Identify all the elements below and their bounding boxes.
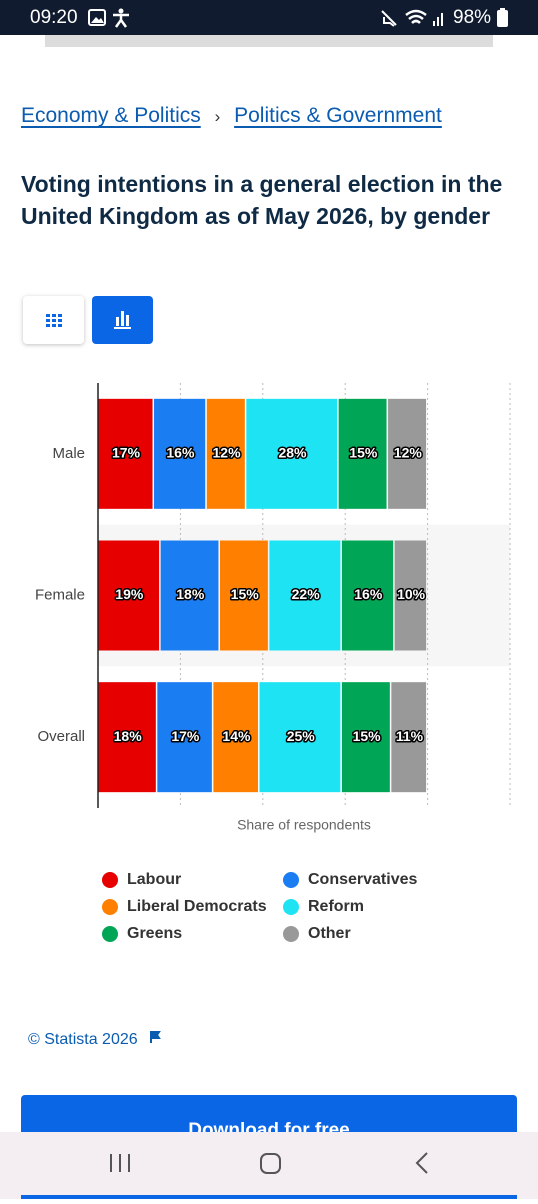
bar-segment [388,398,427,509]
bar-segment [338,398,387,509]
x-axis-label: Share of respondents [237,817,371,833]
data-label: 25% [287,728,316,744]
legend-label: Reform [308,898,364,915]
legend-swatch [102,872,118,888]
data-label: 12% [394,445,423,461]
signal-icons [381,9,443,27]
bar-segment [219,540,268,651]
legend-label: Other [308,925,351,942]
y-tick-label: Female [35,586,85,603]
bar-segment [98,540,160,651]
chart-title: Voting intentions in a general election … [21,171,503,229]
chart: Male 17% 16% 12% 28% 15% 12% Female 19% 18% 15% 22%… [35,383,511,942]
data-label: 28% [278,445,307,461]
bar-segment [157,682,212,793]
data-label: 10% [397,586,426,602]
data-label: 18% [176,586,205,602]
clock: 09:20 [30,7,78,28]
data-label: 19% [115,586,144,602]
breadcrumb-link[interactable]: Economy & Politics [21,104,201,127]
data-label: 15% [349,445,378,461]
data-label: 11% [396,728,424,744]
copyright-text: © Statista 2026 [28,1031,138,1048]
bar-segment [98,682,156,793]
y-tick-label: Male [52,445,85,462]
data-label: 16% [166,445,195,461]
data-label: 18% [114,728,143,744]
navigation-bar [0,1132,538,1199]
legend-swatch [102,926,118,942]
bar-segment [160,540,219,651]
bar-segment [213,682,259,793]
table-view-button[interactable] [23,296,84,344]
bar-segment [206,398,245,509]
legend-label: Labour [127,871,181,888]
bar-segment [391,682,427,793]
data-label: 12% [213,445,242,461]
status-icons [88,8,129,28]
scroll-strip [45,35,493,47]
y-tick-label: Overall [37,728,85,745]
legend-swatch [283,899,299,915]
data-label: 16% [354,586,383,602]
bar-segment [394,540,427,651]
legend-label: Liberal Democrats [127,898,267,915]
data-label: 17% [112,445,141,461]
battery-level: 98% [453,7,492,28]
breadcrumb-link[interactable]: Politics & Government [234,104,442,127]
bar-segment [246,398,338,509]
bar-segment [259,682,341,793]
data-label: 15% [231,586,260,602]
legend-label: Greens [127,925,182,942]
table-icon [46,314,62,327]
legend-swatch [283,926,299,942]
legend-swatch [283,872,299,888]
bar-segment [98,398,153,509]
copyright[interactable]: © Statista 2026 [28,1030,162,1049]
bar-segment [341,540,394,651]
chart-view-button[interactable] [92,296,153,344]
legend-label: Conservatives [308,871,417,888]
bar-segment [341,682,390,793]
legend-swatch [102,899,118,915]
data-label: 15% [353,728,382,744]
data-label: 14% [222,728,251,744]
bar-segment [154,398,206,509]
status-bar: 09:20 98% [0,0,538,35]
breadcrumb-separator: › [214,107,221,126]
data-label: 17% [171,728,200,744]
chart-icon [114,311,131,329]
button-edge [21,1195,517,1199]
breadcrumb: Economy & Politics › Politics & Governme… [21,104,442,128]
data-label: 22% [292,586,321,602]
nav-icons [110,1152,428,1174]
flag-icon [150,1031,161,1043]
battery-icon [497,8,508,27]
bar-segment [269,540,341,651]
